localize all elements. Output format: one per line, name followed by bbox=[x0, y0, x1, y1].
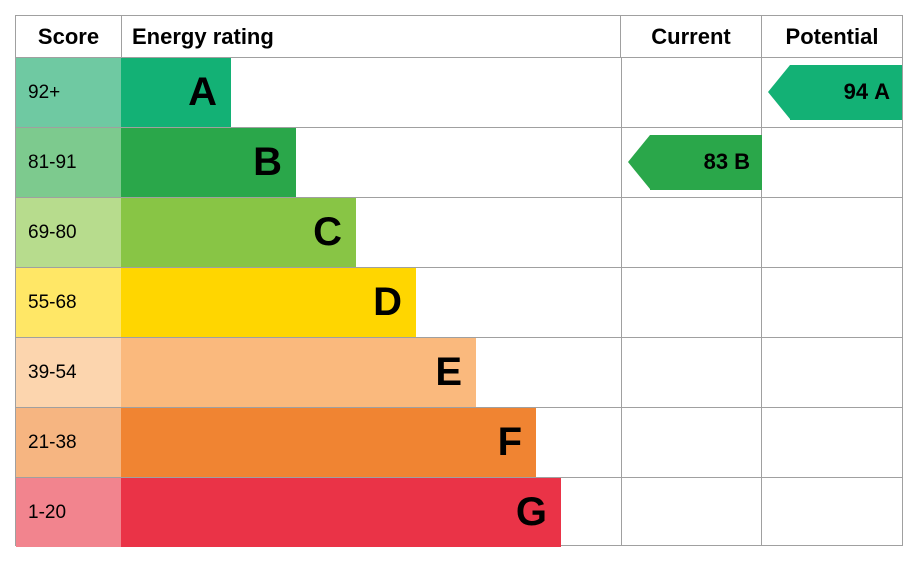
header-potential: Potential bbox=[762, 16, 902, 57]
current-letter: B bbox=[734, 149, 750, 175]
epc-chart: Score Energy rating Current Potential 92… bbox=[15, 15, 903, 546]
potential-value: 94 bbox=[844, 79, 868, 105]
score-range-b: 81-91 bbox=[16, 128, 121, 197]
header-row: Score Energy rating Current Potential bbox=[16, 16, 902, 57]
potential-letter: A bbox=[874, 79, 890, 105]
band-row-e: 39-54E bbox=[16, 337, 902, 407]
score-range-d: 55-68 bbox=[16, 268, 121, 337]
rows-area: 92+A81-91B69-80C55-68D39-54E21-38F1-20G8… bbox=[16, 57, 902, 545]
score-range-e: 39-54 bbox=[16, 338, 121, 407]
rating-bar-f: F bbox=[121, 408, 536, 477]
band-row-b: 81-91B bbox=[16, 127, 902, 197]
rating-bar-e: E bbox=[121, 338, 476, 407]
potential-rating-arrow: 94A bbox=[790, 65, 902, 120]
band-row-c: 69-80C bbox=[16, 197, 902, 267]
band-row-f: 21-38F bbox=[16, 407, 902, 477]
score-range-a: 92+ bbox=[16, 58, 121, 127]
current-rating-arrow: 83B bbox=[650, 135, 762, 190]
header-score: Score bbox=[16, 16, 122, 57]
rating-bar-c: C bbox=[121, 198, 356, 267]
score-range-g: 1-20 bbox=[16, 478, 121, 547]
rating-bar-d: D bbox=[121, 268, 416, 337]
score-range-c: 69-80 bbox=[16, 198, 121, 267]
header-rating: Energy rating bbox=[122, 16, 621, 57]
rating-bar-g: G bbox=[121, 478, 561, 547]
rating-bar-b: B bbox=[121, 128, 296, 197]
band-row-d: 55-68D bbox=[16, 267, 902, 337]
rating-bar-a: A bbox=[121, 58, 231, 127]
score-range-f: 21-38 bbox=[16, 408, 121, 477]
header-current: Current bbox=[621, 16, 762, 57]
band-row-g: 1-20G bbox=[16, 477, 902, 547]
current-value: 83 bbox=[704, 149, 728, 175]
